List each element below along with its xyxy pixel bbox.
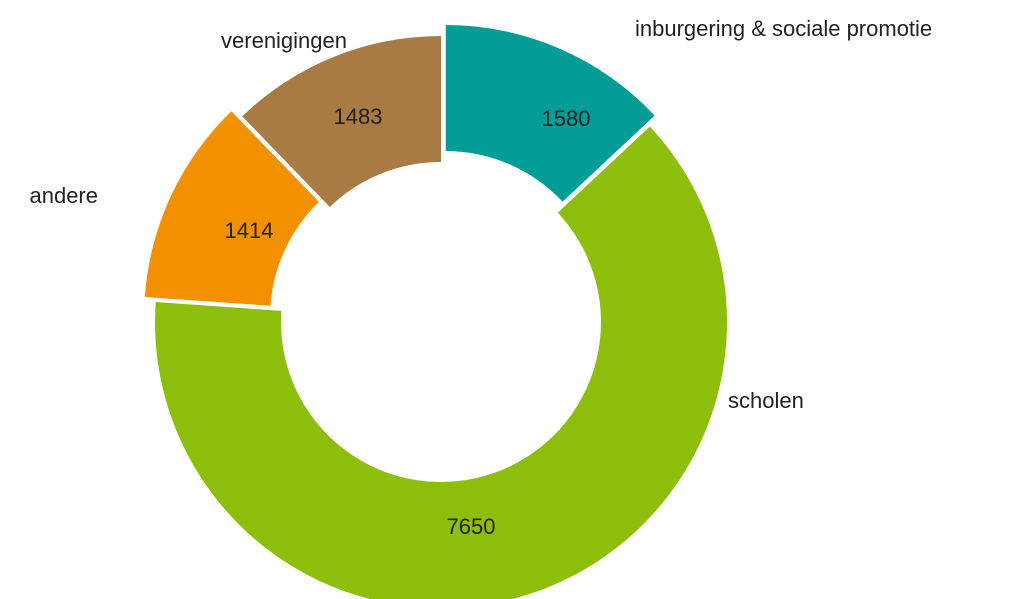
value-label: 1483 [334,104,383,129]
donut-slice [445,24,655,202]
category-label: scholen [728,388,804,413]
category-label: inburgering & sociale promotie [635,16,932,41]
category-label: andere [29,183,98,208]
donut-slice [144,111,319,306]
value-label: 1580 [542,106,591,131]
category-label: verenigingen [221,28,347,53]
value-label: 1414 [225,218,274,243]
donut-slice [155,126,727,599]
donut-slice [242,36,441,207]
value-label: 7650 [447,514,496,539]
